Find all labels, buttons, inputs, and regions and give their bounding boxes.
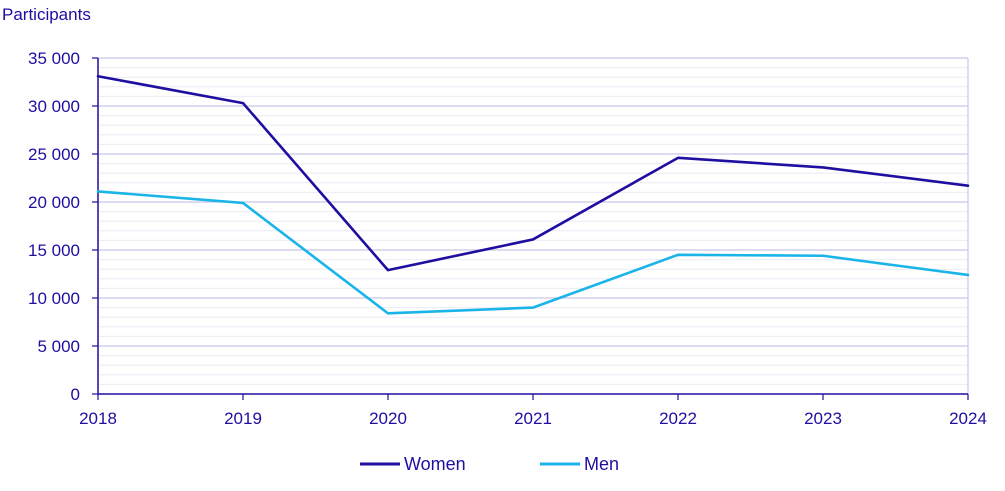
series-line-men (96, 190, 970, 315)
x-tick-label: 2019 (224, 409, 262, 428)
series-line-women (96, 74, 970, 272)
legend-label-women: Women (404, 454, 466, 474)
grid (98, 57, 969, 394)
y-tick-label: 35 000 (28, 49, 80, 68)
x-tick-label: 2021 (514, 409, 552, 428)
axes (92, 57, 969, 400)
y-tick-label: 0 (71, 385, 80, 404)
y-tick-label: 30 000 (28, 97, 80, 116)
y-tick-label: 25 000 (28, 145, 80, 164)
y-tick-label: 5 000 (37, 337, 80, 356)
x-tick-label: 2023 (804, 409, 842, 428)
y-tick-label: 15 000 (28, 241, 80, 260)
series-lines (96, 74, 970, 315)
x-tick-label: 2022 (659, 409, 697, 428)
legend: Women Men (360, 454, 619, 474)
y-tick-label: 10 000 (28, 289, 80, 308)
y-axis-title: Participants (2, 5, 91, 24)
x-tick-label: 2020 (369, 409, 407, 428)
legend-label-men: Men (584, 454, 619, 474)
x-tick-label: 2024 (949, 409, 987, 428)
x-tick-label: 2018 (79, 409, 117, 428)
x-tick-labels: 2018 2019 2020 2021 2022 2023 2024 (79, 409, 987, 428)
y-tick-labels: 0 5 000 10 000 15 000 20 000 25 000 30 000 35 0… (28, 49, 80, 404)
y-tick-label: 20 000 (28, 193, 80, 212)
